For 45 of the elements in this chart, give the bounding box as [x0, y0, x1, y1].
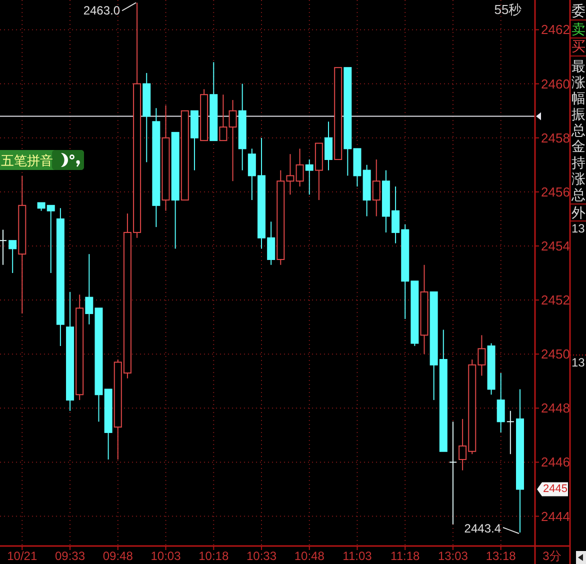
text: 幅: [572, 90, 586, 106]
y-tick-label: 2444: [541, 508, 570, 524]
annotation: 55秒: [494, 2, 522, 17]
y-tick-label: 2458: [541, 130, 570, 146]
annotation: 2443.4: [464, 521, 520, 536]
y-tick-label: 2452: [541, 292, 570, 308]
y-tick-label: 2450: [541, 346, 570, 362]
text: 总: [570, 122, 586, 138]
x-tick-label: 11:18: [390, 549, 420, 563]
y-tick-label: 2448: [541, 400, 570, 416]
annotation: 五笔拼音: [1, 153, 53, 168]
x-tick-label: 09:33: [55, 549, 86, 563]
text: 卖: [572, 21, 586, 37]
x-tick-label: 13:18: [486, 549, 516, 563]
y-tick-label: 2460: [541, 76, 570, 92]
annotation: 2463.0: [83, 4, 120, 18]
y-tick-label: 2454: [541, 238, 570, 254]
y-tick-label: 2456: [541, 184, 570, 200]
text: 振: [572, 106, 586, 122]
text: 13: [572, 356, 586, 370]
x-tick-label: 10:33: [246, 549, 277, 563]
text: 13: [572, 222, 586, 236]
annotation: 2445: [537, 482, 568, 496]
x-tick-label: 10:18: [198, 549, 229, 563]
x-tick-label: 10:48: [294, 549, 325, 563]
x-tick-label: 13:03: [438, 549, 468, 563]
text: 委: [572, 2, 586, 19]
annotation: 五笔拼音: [0, 150, 84, 170]
y-tick-label: 2446: [541, 454, 570, 470]
text: 涨: [572, 74, 586, 90]
text: 总: [570, 186, 586, 203]
y-tick-label: 2462: [541, 22, 570, 38]
x-tick-label: 09:48: [102, 549, 134, 563]
text: 持: [572, 154, 586, 170]
x-tick-label: 10/21: [7, 549, 38, 563]
annotation: 2443.4: [464, 521, 502, 536]
x-tick-label: 11:03: [342, 549, 372, 563]
x-tick-label: 10:03: [150, 549, 182, 563]
text: 买: [572, 38, 586, 54]
text: 涨: [572, 170, 586, 187]
text: 外: [572, 204, 586, 220]
x-axis-title: 3分: [542, 549, 562, 563]
annotation: 2463.0: [83, 2, 137, 18]
text: 金: [572, 138, 586, 154]
text: 最: [572, 58, 586, 74]
